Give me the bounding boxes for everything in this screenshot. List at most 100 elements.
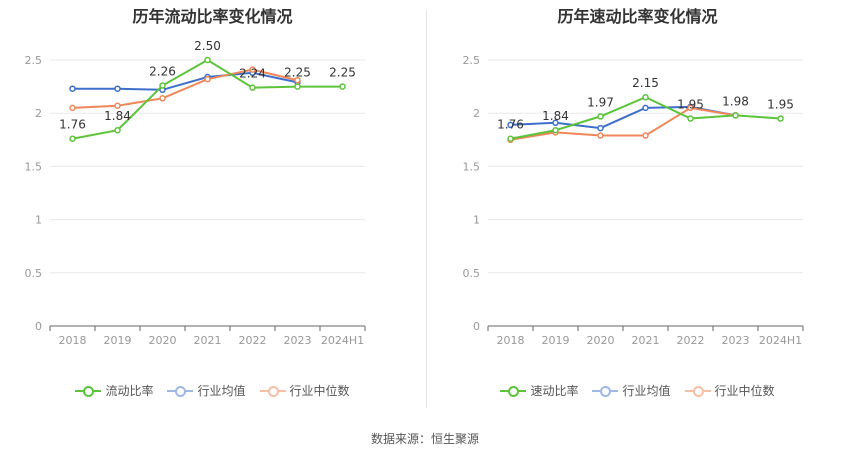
series-point-1 bbox=[597, 124, 604, 132]
x-tick-label: 2018 bbox=[497, 334, 525, 347]
y-tick-label: 0.5 bbox=[25, 267, 43, 280]
data-label: 1.97 bbox=[587, 95, 614, 109]
x-tick-label: 2023 bbox=[722, 334, 750, 347]
divider bbox=[426, 10, 427, 408]
legend-label: 流动比率 bbox=[105, 384, 154, 398]
legend-item-avg[interactable]: 行业均值 bbox=[167, 382, 246, 399]
series-point-1 bbox=[642, 104, 649, 112]
legend-label: 行业均值 bbox=[622, 384, 671, 398]
series-point-0 bbox=[642, 93, 649, 101]
current-ratio-chart: 0 0.5 1 1.5 2 2.5 2018 2019 2020 2021 2022 2023 2024… bbox=[25, 39, 366, 347]
series-point-2 bbox=[597, 132, 604, 139]
current-ratio-panel: 历年流动比率变化情况 0 0.5 1 1.5 2 2.5 2018 2019 2020 2021 2… bbox=[0, 0, 425, 410]
series-point-2 bbox=[249, 66, 256, 73]
x-tick-label: 2024H1 bbox=[759, 334, 802, 347]
data-label: 2.25 bbox=[284, 66, 311, 80]
legend-label: 行业均值 bbox=[197, 384, 246, 398]
series-point-2 bbox=[159, 95, 166, 102]
series-point-1 bbox=[69, 85, 76, 92]
series-point-2 bbox=[687, 104, 694, 112]
data-label: 1.84 bbox=[104, 109, 131, 123]
x-tick-label: 2020 bbox=[587, 334, 615, 347]
series-point-0 bbox=[732, 112, 739, 119]
data-label: 1.98 bbox=[722, 94, 749, 108]
x-tick-label: 2023 bbox=[284, 334, 312, 347]
legend-line-icon bbox=[500, 384, 527, 398]
series-point-0 bbox=[597, 113, 604, 120]
legend-line-icon bbox=[684, 384, 711, 398]
legend: 流动比率 行业均值 行业中位数 bbox=[0, 382, 425, 399]
series-point-2 bbox=[204, 75, 211, 83]
legend-item-main[interactable]: 流动比率 bbox=[75, 382, 153, 399]
legend-label: 速动比率 bbox=[530, 384, 579, 398]
series-point-1 bbox=[507, 121, 514, 129]
legend-item-main[interactable]: 速动比率 bbox=[500, 382, 578, 399]
x-tick-label: 2018 bbox=[59, 334, 87, 347]
series-point-2 bbox=[114, 102, 121, 110]
legend-line-icon bbox=[75, 384, 102, 398]
y-tick-label: 2.5 bbox=[25, 54, 43, 67]
legend-label: 行业中位数 bbox=[714, 384, 775, 398]
data-label: 2.15 bbox=[632, 76, 659, 90]
y-tick-label: 0 bbox=[473, 320, 480, 333]
series-point-0 bbox=[69, 135, 76, 142]
series-point-0 bbox=[777, 115, 784, 122]
y-tick-label: 1 bbox=[35, 214, 42, 227]
y-tick-label: 1.5 bbox=[463, 160, 481, 173]
data-label: 2.25 bbox=[329, 66, 356, 80]
series-point-0 bbox=[339, 83, 346, 90]
data-label: 2.26 bbox=[149, 65, 176, 79]
series-point-0 bbox=[204, 56, 211, 64]
data-label: 1.84 bbox=[542, 109, 569, 123]
legend-item-median[interactable]: 行业中位数 bbox=[259, 382, 350, 399]
series-point-2 bbox=[642, 132, 649, 139]
quick-ratio-chart: 0 0.5 1 1.5 2 2.5 2018 2019 2020 2021 2022 2023 2024… bbox=[463, 54, 804, 347]
series-point-0 bbox=[249, 84, 256, 91]
data-label: 1.76 bbox=[497, 118, 524, 132]
data-label: 1.76 bbox=[59, 118, 86, 132]
legend-line-icon bbox=[167, 384, 194, 398]
data-source: 数据来源：恒生聚源 bbox=[370, 432, 479, 446]
x-tick-label: 2024H1 bbox=[321, 334, 364, 347]
legend-label: 行业中位数 bbox=[289, 384, 350, 398]
legend: 速动比率 行业均值 行业中位数 bbox=[425, 382, 850, 399]
series-point-0 bbox=[294, 83, 301, 90]
y-tick-label: 0.5 bbox=[463, 267, 481, 280]
series-line-2 bbox=[72, 68, 298, 109]
chart-title: 历年速动比率变化情况 bbox=[557, 7, 718, 26]
series-point-0 bbox=[552, 126, 559, 134]
x-tick-label: 2022 bbox=[239, 334, 267, 347]
legend-line-icon bbox=[592, 384, 619, 398]
quick-ratio-panel: 历年速动比率变化情况 0 0.5 1 1.5 2 2.5 2018 2019 2020 2021 2… bbox=[425, 0, 850, 410]
data-label: 1.95 bbox=[767, 98, 794, 112]
series-point-1 bbox=[114, 85, 121, 92]
series-point-0 bbox=[159, 82, 166, 89]
chart-title: 历年流动比率变化情况 bbox=[132, 7, 293, 26]
series-line-1 bbox=[72, 71, 298, 91]
data-label: 2.24 bbox=[239, 67, 266, 81]
legend-line-icon bbox=[259, 384, 286, 398]
x-tick-label: 2021 bbox=[194, 334, 222, 347]
series-point-2 bbox=[294, 76, 301, 84]
series-point-0 bbox=[507, 135, 514, 142]
x-tick-label: 2021 bbox=[632, 334, 660, 347]
series-point-1 bbox=[552, 119, 559, 127]
x-tick-label: 2019 bbox=[542, 334, 570, 347]
legend-item-median[interactable]: 行业中位数 bbox=[684, 382, 775, 399]
legend-item-avg[interactable]: 行业均值 bbox=[592, 382, 671, 399]
y-tick-label: 2 bbox=[35, 107, 42, 120]
x-tick-label: 2022 bbox=[677, 334, 705, 347]
y-tick-label: 2 bbox=[473, 107, 480, 120]
data-label: 2.50 bbox=[194, 39, 221, 53]
y-tick-label: 1.5 bbox=[25, 160, 43, 173]
x-tick-label: 2019 bbox=[104, 334, 132, 347]
series-line-2 bbox=[510, 106, 736, 141]
y-tick-label: 2.5 bbox=[463, 54, 481, 67]
series-point-0 bbox=[114, 126, 121, 134]
y-tick-label: 0 bbox=[35, 320, 42, 333]
y-tick-label: 1 bbox=[473, 214, 480, 227]
series-point-2 bbox=[69, 104, 76, 112]
x-tick-label: 2020 bbox=[149, 334, 177, 347]
series-point-0 bbox=[687, 115, 694, 122]
data-label: 1.95 bbox=[677, 98, 704, 112]
